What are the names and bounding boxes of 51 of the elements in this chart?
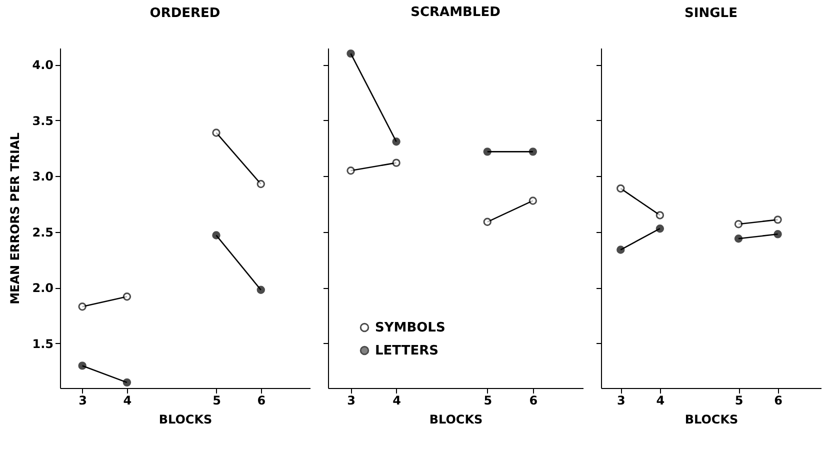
chart-title: SCRAMBLED bbox=[410, 5, 501, 20]
legend-label: SYMBOLS bbox=[375, 320, 446, 336]
point bbox=[483, 148, 492, 156]
point bbox=[392, 138, 400, 146]
point bbox=[774, 216, 782, 224]
x-tick-label: 3 bbox=[616, 394, 626, 408]
point bbox=[616, 246, 625, 254]
chart-title: SINGLE bbox=[684, 6, 738, 21]
x-tick-label: 6 bbox=[529, 394, 538, 408]
point bbox=[212, 231, 220, 240]
point bbox=[122, 378, 132, 387]
legend-label: LETTERS bbox=[375, 344, 438, 358]
y-tick-label: 2.0 bbox=[32, 281, 54, 296]
point bbox=[616, 184, 625, 193]
x-axis-title: BLOCKS bbox=[684, 412, 738, 426]
point bbox=[656, 211, 664, 220]
point bbox=[212, 128, 220, 137]
x-tick-label: 4 bbox=[656, 394, 665, 408]
x-tick-label: 6 bbox=[257, 394, 266, 408]
point bbox=[528, 148, 538, 156]
y-tick-label: 2.5 bbox=[32, 225, 54, 240]
y-axis-title: MEAN ERRORS PER TRIAL bbox=[8, 132, 22, 304]
point bbox=[256, 180, 265, 188]
y-tick-label: 3.5 bbox=[32, 114, 54, 128]
x-tick-label: 3 bbox=[78, 394, 87, 408]
point bbox=[392, 158, 400, 167]
x-axis-title: BLOCKS bbox=[158, 412, 212, 426]
x-tick-label: 4 bbox=[123, 394, 132, 408]
point bbox=[734, 220, 743, 228]
x-tick-label: 3 bbox=[347, 394, 356, 408]
point bbox=[256, 286, 265, 294]
point bbox=[346, 49, 355, 58]
point bbox=[483, 218, 492, 226]
x-tick-label: 5 bbox=[212, 394, 221, 408]
y-tick-label: 4.0 bbox=[32, 58, 54, 72]
point bbox=[346, 166, 355, 175]
point bbox=[774, 230, 782, 238]
point bbox=[122, 292, 132, 301]
x-tick-label: 4 bbox=[392, 394, 401, 408]
x-axis-title: BLOCKS bbox=[429, 412, 483, 426]
chart-title: ORDERED bbox=[150, 6, 220, 21]
x-tick-label: 6 bbox=[774, 394, 782, 408]
y-tick-label: 3.0 bbox=[32, 170, 54, 184]
point bbox=[528, 196, 538, 205]
point bbox=[78, 302, 86, 311]
point bbox=[734, 234, 743, 243]
x-tick-label: 5 bbox=[484, 394, 492, 408]
point bbox=[656, 224, 664, 233]
y-tick-label: 1.5 bbox=[32, 336, 54, 351]
x-tick-label: 5 bbox=[734, 394, 744, 408]
point bbox=[78, 362, 86, 370]
